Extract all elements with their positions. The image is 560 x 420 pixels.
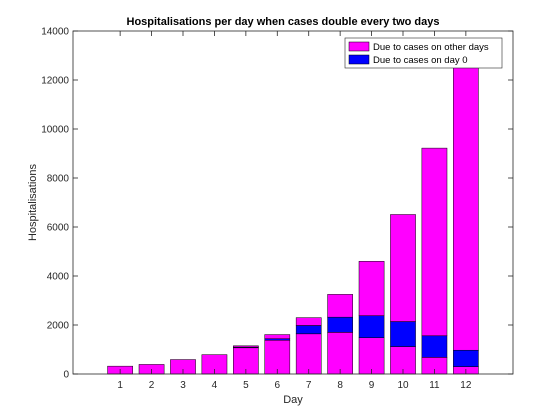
bar-day-7-segment-1 xyxy=(296,334,321,374)
x-tick-label: 1 xyxy=(117,380,123,391)
bar-day-6-segment-1 xyxy=(265,340,290,374)
x-tick-label: 3 xyxy=(180,380,186,391)
bar-day-9-segment-2 xyxy=(359,316,384,338)
legend-swatch xyxy=(349,42,369,51)
legend-swatch xyxy=(349,55,369,64)
bar-day-11-segment-3 xyxy=(422,148,447,336)
bar-day-8-segment-1 xyxy=(328,332,353,374)
bar-day-8-segment-2 xyxy=(328,317,353,332)
bar-day-10-segment-3 xyxy=(390,215,415,322)
y-tick-label: 2000 xyxy=(47,321,70,332)
bar-day-6-segment-3 xyxy=(265,335,290,339)
bar-day-12-segment-3 xyxy=(453,63,478,350)
x-tick-label: 2 xyxy=(149,380,155,391)
bar-day-9-segment-1 xyxy=(359,338,384,374)
y-tick-label: 4000 xyxy=(47,272,70,283)
bar-day-12-segment-2 xyxy=(453,350,478,366)
y-tick-label: 14000 xyxy=(41,27,69,38)
bar-day-5-segment-3 xyxy=(233,346,258,347)
legend-entry-label: Due to cases on other days xyxy=(373,42,489,53)
x-tick-label: 5 xyxy=(243,380,249,391)
bar-day-9-segment-3 xyxy=(359,261,384,315)
x-tick-label: 12 xyxy=(460,380,472,391)
x-tick-label: 4 xyxy=(212,380,218,391)
legend-entry-label: Due to cases on day 0 xyxy=(373,55,468,66)
x-tick-label: 11 xyxy=(429,380,440,391)
bar-day-7-segment-2 xyxy=(296,325,321,333)
bar-day-11-segment-2 xyxy=(422,336,447,358)
legend: Due to cases on other days Due to cases o… xyxy=(345,38,502,68)
bar-day-7-segment-3 xyxy=(296,318,321,326)
y-tick-label: 0 xyxy=(63,370,69,381)
y-tick-label: 8000 xyxy=(47,174,70,185)
x-tick-label: 10 xyxy=(397,380,409,391)
x-tick-label: 7 xyxy=(306,380,312,391)
bar-day-8-segment-3 xyxy=(328,294,353,317)
y-tick-label: 6000 xyxy=(47,223,70,234)
x-axis-label: Day xyxy=(283,394,303,406)
y-tick-label: 12000 xyxy=(41,76,69,87)
y-axis-label: Hospitalisations xyxy=(27,163,39,241)
x-tick-label: 8 xyxy=(337,380,343,391)
x-tick-label: 9 xyxy=(369,380,375,391)
chart-title: Hospitalisations per day when cases doub… xyxy=(127,16,440,28)
x-tick-label: 6 xyxy=(275,380,281,391)
y-tick-label: 10000 xyxy=(41,125,69,136)
bar-day-10-segment-2 xyxy=(390,322,415,347)
